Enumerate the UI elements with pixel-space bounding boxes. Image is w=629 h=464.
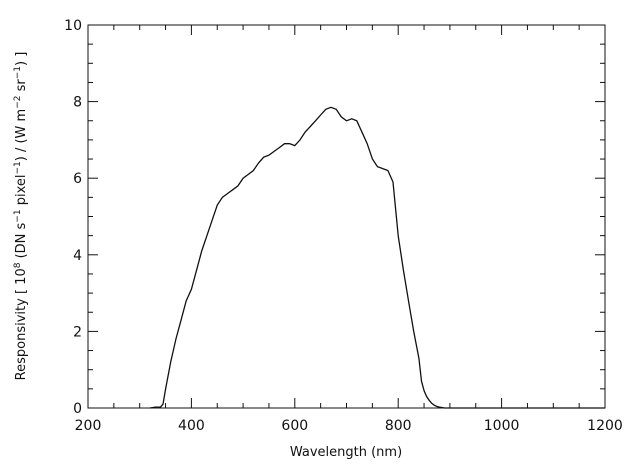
plot-frame [87,24,606,409]
x-tick-label: 600 [281,418,308,434]
responsivity-curve [149,106,605,409]
x-tick-label: 400 [178,418,205,434]
y-axis-title: Responsivity [ 108 (DN s−1 pixel−1) / (W… [13,52,29,381]
ticks [87,24,606,409]
y-tick-label: 6 [73,171,82,187]
y-tick-label: 10 [64,18,82,34]
x-tick-label: 200 [75,418,102,434]
y-tick-label: 4 [73,248,82,264]
y-tick-label: 8 [73,95,82,111]
x-tick-label: 1200 [587,418,623,434]
x-tick-labels: 200 400 600 800 1000 1200 [75,418,623,434]
x-tick-label: 1000 [484,418,520,434]
plot-area [87,24,606,409]
x-axis-title: Wavelength (nm) [290,445,402,460]
x-tick-label: 800 [385,418,412,434]
y-tick-label: 0 [73,401,82,417]
y-tick-label: 2 [73,324,82,340]
y-tick-labels: 0 2 4 6 8 10 [64,18,82,417]
